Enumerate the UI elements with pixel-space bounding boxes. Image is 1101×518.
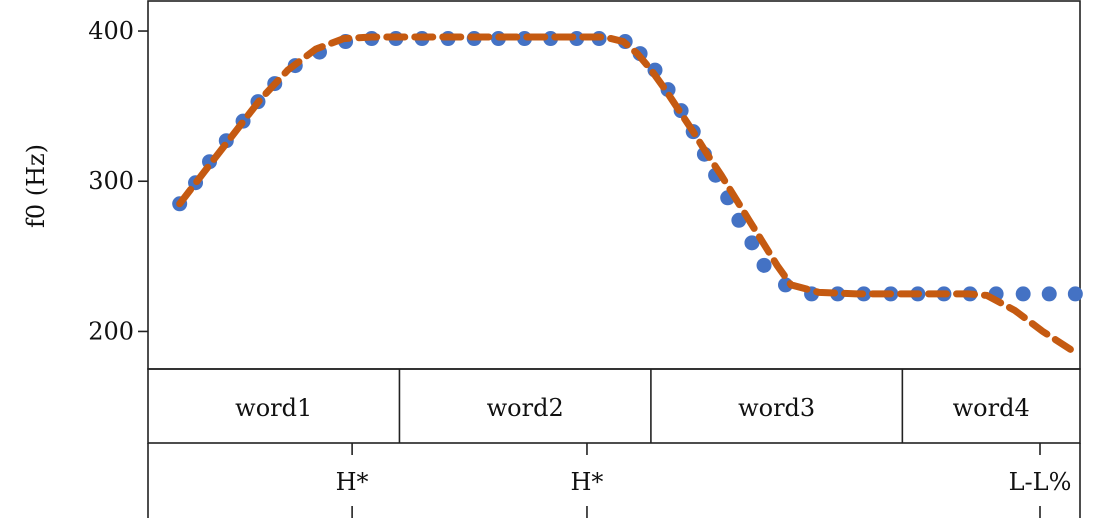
word-label: word4 [953, 394, 1030, 422]
word-tier: word1 word2 word3 word4 [235, 369, 1030, 443]
word-label: word3 [738, 394, 815, 422]
y-tick-label: 300 [88, 167, 134, 195]
word-tier-frame [147, 368, 1081, 444]
tone-label: H* [571, 468, 604, 496]
data-point [744, 235, 760, 251]
y-tick-label: 200 [88, 317, 134, 345]
word-label: word1 [235, 394, 312, 422]
tone-label: L-L% [1009, 468, 1072, 496]
data-point [1015, 286, 1031, 302]
y-axis: 200 300 400 [88, 17, 148, 345]
plot-frame [147, 0, 1081, 370]
data-point [731, 212, 747, 228]
y-tick-label: 400 [88, 17, 134, 45]
y-axis-title: f0 (Hz) [22, 144, 50, 228]
word-label: word2 [487, 394, 564, 422]
tone-label: H* [336, 468, 369, 496]
data-point [1041, 286, 1057, 302]
tone-tier: H* H* L-L% [147, 443, 1081, 518]
data-point [756, 257, 772, 273]
series-dashed-line [176, 33, 1079, 356]
series-dots [172, 31, 1083, 302]
data-point [1067, 286, 1083, 302]
